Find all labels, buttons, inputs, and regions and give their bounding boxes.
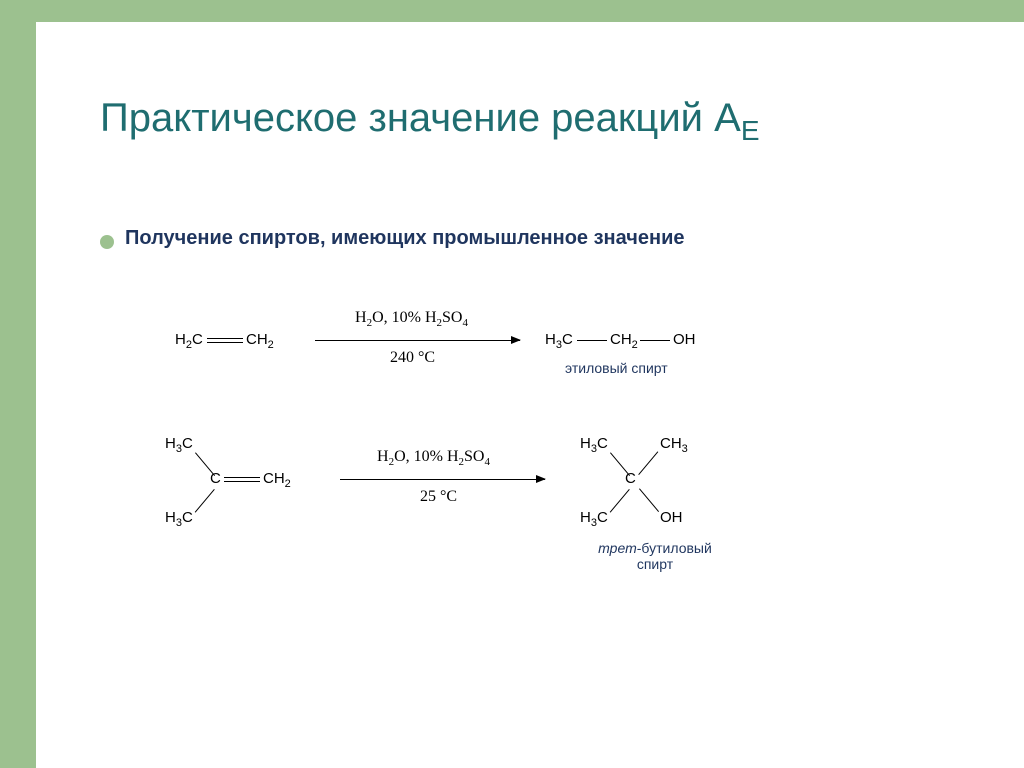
r1-reagent-left: H2C [175, 331, 203, 351]
r1-product-a: H3C [545, 331, 573, 351]
r2-bot: H3C [165, 509, 193, 529]
r1-cond-top: H2O, 10% H2SO4 [355, 309, 468, 329]
r2-label: трет-бутиловый спирт [585, 540, 725, 572]
r2-right: CH2 [263, 470, 291, 490]
r2-label-line2: спирт [637, 556, 673, 572]
r2-double-bond [224, 477, 260, 478]
r2-p-tl: H3C [580, 435, 608, 455]
r2-p-c: C [625, 470, 636, 487]
r2-cond-bottom: 25 °C [420, 488, 457, 506]
r2-p-bl: H3C [580, 509, 608, 529]
r2-p-br: OH [660, 509, 683, 526]
r2-cond-top: H2O, 10% H2SO4 [377, 448, 490, 468]
r2-p-diag-br [639, 488, 659, 512]
r1-double-bond [207, 338, 243, 339]
page-title: Практическое значение реакций АЕ [100, 96, 760, 147]
title-text: Практическое значение реакций А [100, 96, 741, 140]
title-subscript: Е [741, 115, 760, 146]
top-stripe [0, 0, 1024, 22]
r2-p-diag-tr [638, 451, 658, 475]
r1-cond-bottom: 240 °C [390, 349, 435, 367]
left-stripe [0, 0, 36, 768]
r1-bond1 [577, 340, 607, 341]
r2-top: H3C [165, 435, 193, 455]
r1-arrow [315, 340, 520, 341]
bullet-icon [100, 235, 114, 249]
r2-diag-bot [195, 489, 215, 513]
reaction-diagrams: H2C CH2 H2O, 10% H2SO4 240 °C H3C CH2 OH… [145, 295, 905, 655]
r2-p-tr: CH3 [660, 435, 688, 455]
r1-reagent-right: CH2 [246, 331, 274, 351]
r1-product-d: OH [673, 331, 696, 348]
r2-arrow [340, 479, 545, 480]
r2-label-rest: -бутиловый [637, 540, 712, 556]
r1-bond2 [640, 340, 670, 341]
r1-label: этиловый спирт [565, 360, 668, 376]
r2-mid: C [210, 470, 221, 487]
subtitle: Получение спиртов, имеющих промышленное … [125, 227, 685, 250]
r1-product-c: CH2 [610, 331, 638, 351]
r2-label-italic: трет [598, 540, 637, 556]
r2-p-diag-bl [610, 489, 630, 513]
